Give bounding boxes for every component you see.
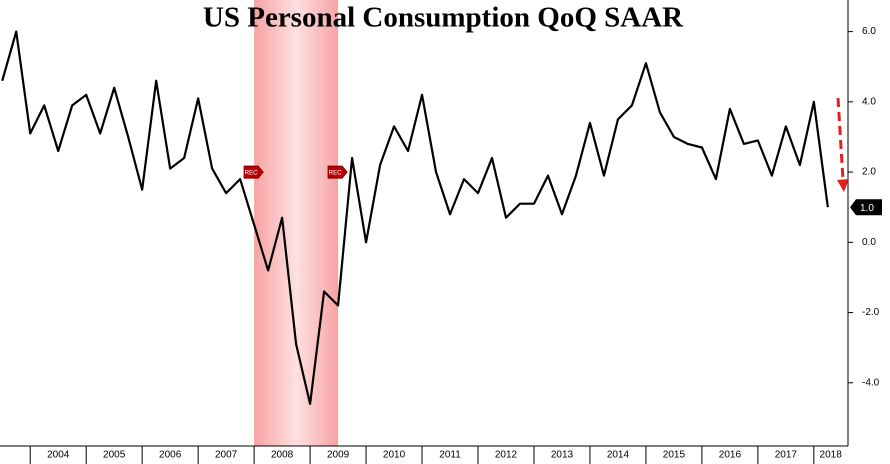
rec-label: REC xyxy=(245,171,258,177)
x-tick-label: 2004 xyxy=(47,450,70,461)
arrow-head xyxy=(837,179,849,192)
x-tick-label: 2017 xyxy=(775,450,798,461)
x-tick-label: 2009 xyxy=(327,450,350,461)
value-label-box xyxy=(850,199,882,216)
rec-label: REC xyxy=(329,171,342,177)
chart-title: US Personal Consumption QoQ SAAR xyxy=(203,2,684,34)
y-tick-label: -4.0 xyxy=(862,377,880,388)
recession-band xyxy=(254,0,339,446)
x-tick-label: 2011 xyxy=(439,450,461,461)
x-tick-label: 2010 xyxy=(383,450,406,461)
value-label: 1.0 xyxy=(860,203,874,214)
rec-marker xyxy=(243,165,264,179)
x-tick-label: 2015 xyxy=(663,450,686,461)
x-tick-label: 2018 xyxy=(820,450,843,461)
line xyxy=(1,30,829,405)
rec-marker xyxy=(327,165,348,179)
x-tick-label: 2007 xyxy=(215,450,238,461)
x-tick-label: 2016 xyxy=(719,450,742,461)
x-tick-label: 2006 xyxy=(159,450,182,461)
y-tick-label: 4.0 xyxy=(862,96,876,107)
y-tick-label: 0.0 xyxy=(862,237,876,248)
x-tick-label: 2014 xyxy=(607,450,630,461)
y-tick-label: 2.0 xyxy=(862,167,876,178)
background-layer xyxy=(254,0,339,446)
x-tick-label: 2005 xyxy=(103,450,126,461)
x-tick-label: 2012 xyxy=(495,450,518,461)
x-tick-label: 2013 xyxy=(551,450,574,461)
y-tick-label: 6.0 xyxy=(862,26,876,37)
y-tick-label: -2.0 xyxy=(862,307,880,318)
x-tick-label: 2008 xyxy=(271,450,294,461)
